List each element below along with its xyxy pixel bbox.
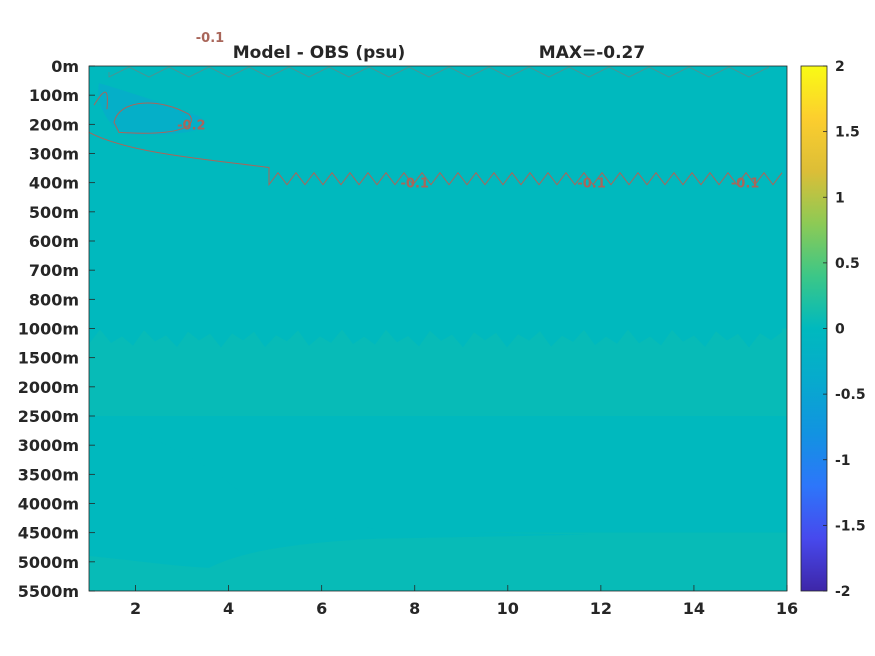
y-tick-label: 800m — [29, 290, 79, 309]
colorbar-tick-label: 2 — [835, 59, 845, 75]
y-tick-label: 3500m — [18, 465, 79, 484]
x-tick-label: 6 — [316, 599, 327, 618]
axes: 2 4 6 8 10 12 14 16 0m 100m 200m 300m 400m 500m 600m 70… — [18, 57, 798, 618]
y-tick-label: 4000m — [18, 495, 79, 514]
x-tick-label: 2 — [130, 599, 141, 618]
deep-anomaly-region — [89, 414, 589, 568]
y-tick-label: 100m — [29, 86, 79, 105]
colorbar-tick-label: 0.5 — [835, 256, 860, 272]
contour-label: -0.1 — [196, 31, 224, 46]
contour-label: -0.1 — [577, 177, 605, 192]
x-tick-label: 16 — [776, 599, 798, 618]
y-tick-label: 400m — [29, 174, 79, 193]
y-tick-label: 700m — [29, 261, 79, 280]
y-tick-label: 500m — [29, 203, 79, 222]
x-tick-label: 12 — [590, 599, 612, 618]
x-tick-label: 14 — [683, 599, 705, 618]
contour-line — [113, 102, 192, 134]
x-tick-label: 4 — [223, 599, 234, 618]
y-tick-label: 200m — [29, 115, 79, 134]
colorbar-gradient — [800, 65, 828, 592]
y-tick-label: 5500m — [18, 582, 79, 601]
x-tick-label: 8 — [409, 599, 420, 618]
colorbar: 2 1.5 1 0.5 0 -0.5 -1 -1.5 -2 — [800, 59, 866, 600]
y-tick-label: 2500m — [18, 407, 79, 426]
colorbar-tick-label: 1.5 — [835, 125, 860, 141]
y-tick-label: 0m — [51, 57, 79, 76]
colorbar-tick-label: -0.5 — [835, 387, 866, 403]
colorbar-tick-label: -1.5 — [835, 518, 866, 534]
y-tick-label: 1500m — [18, 349, 79, 368]
y-tick-label: 3000m — [18, 436, 79, 455]
contour-line — [88, 131, 783, 187]
y-tick-label: 1000m — [18, 320, 79, 339]
heatmap-field — [89, 66, 787, 591]
contour-line — [93, 91, 108, 110]
contour-label: -0.2 — [177, 118, 205, 133]
x-tick-label: 10 — [497, 599, 519, 618]
field-boundary — [89, 66, 787, 348]
y-tick-label: 2000m — [18, 378, 79, 397]
min-anomaly-pocket — [98, 83, 206, 135]
chart-title: Model - OBS (psu) — [233, 43, 406, 63]
contour-line — [108, 66, 770, 78]
contour-lines: -0.2 -0.1 -0.1 -0.1 -0.1 — [88, 31, 783, 192]
colorbar-tick-label: -2 — [835, 584, 851, 600]
y-tick-label: 300m — [29, 145, 79, 164]
y-tick-label: 4500m — [18, 524, 79, 543]
contour-label: -0.1 — [401, 177, 429, 192]
colorbar-tick-label: -1 — [835, 453, 851, 469]
max-annotation: MAX=-0.27 — [539, 43, 645, 63]
y-tick-label: 600m — [29, 232, 79, 251]
colorbar-tick-label: 1 — [835, 190, 845, 206]
contour-label: -0.1 — [731, 177, 759, 192]
colorbar-tick-label: 0 — [835, 322, 845, 338]
y-tick-label: 5000m — [18, 553, 79, 572]
field-band — [89, 328, 787, 416]
